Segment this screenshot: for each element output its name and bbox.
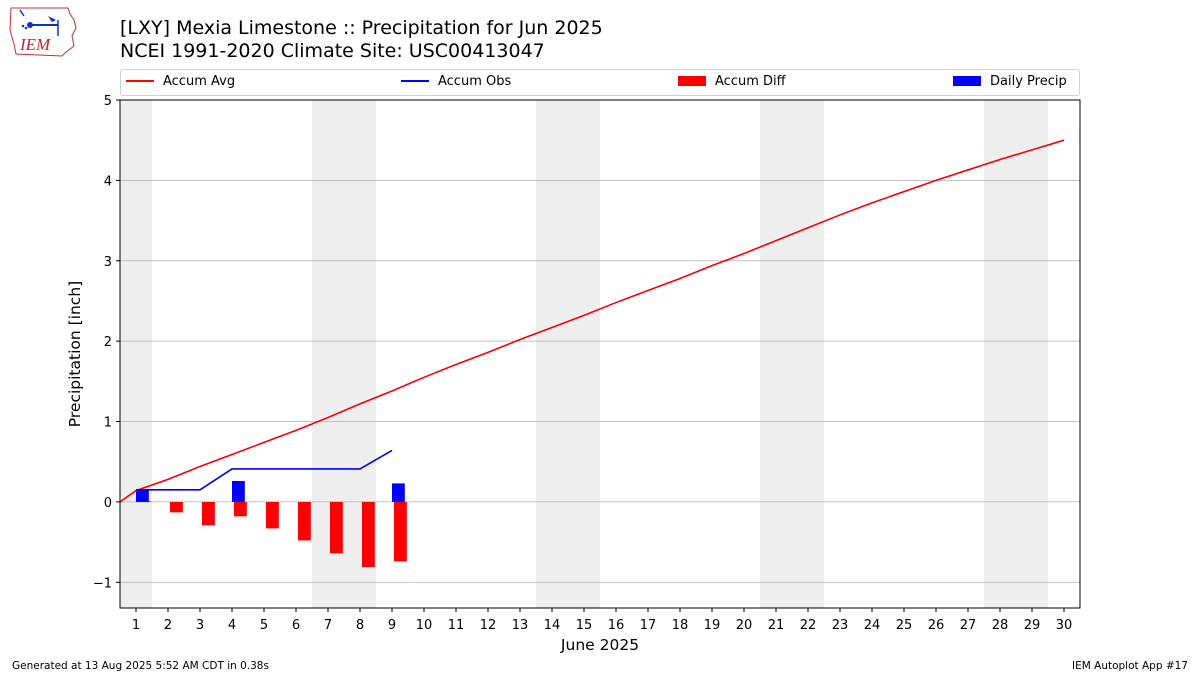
x-tick-label: 13: [512, 618, 529, 633]
accum-diff-bar: [234, 501, 247, 517]
x-tick-label: 10: [416, 618, 433, 633]
x-tick-label: 23: [832, 618, 849, 633]
legend-swatch-accum-obs: [401, 79, 429, 82]
legend-item-accum-obs: Accum Obs: [401, 74, 511, 90]
x-tick-label: 11: [448, 618, 465, 633]
legend-label-accum-diff: Accum Diff: [715, 74, 786, 89]
accum-diff-bar: [394, 501, 407, 562]
weekend-shade: [120, 100, 152, 608]
x-tick-label: 25: [896, 618, 913, 633]
x-tick-label: 28: [992, 618, 1009, 633]
x-tick-label: 26: [928, 618, 945, 633]
legend-swatch-accum-diff: [678, 75, 706, 86]
accum-diff-bar: [298, 501, 311, 541]
legend-swatch-accum-avg: [126, 79, 154, 82]
x-tick-label: 17: [640, 618, 657, 633]
y-tick-label: −1: [93, 576, 112, 591]
x-tick-label: 24: [864, 618, 881, 633]
iem-iowa-logo-icon: IEM: [9, 7, 77, 57]
logo-text: IEM: [19, 35, 51, 54]
weekend-shade: [984, 100, 1048, 608]
x-tick-label: 22: [800, 618, 817, 633]
x-tick-label: 14: [544, 618, 561, 633]
y-tick-label: 4: [104, 174, 112, 189]
x-tick-label: 4: [228, 618, 236, 633]
plot-frame: [119, 99, 1081, 609]
accum-diff-bar: [202, 501, 215, 526]
chart-subtitle: NCEI 1991-2020 Climate Site: USC00413047: [120, 40, 545, 62]
x-tick-label: 30: [1056, 618, 1073, 633]
x-tick-label: 21: [768, 618, 785, 633]
x-tick-label: 15: [576, 618, 593, 633]
x-axis-label: June 2025: [560, 636, 639, 654]
x-tick-label: 19: [704, 618, 721, 633]
x-tick-label: 1: [132, 618, 140, 633]
x-tick-label: 2: [164, 618, 172, 633]
y-tick-label: 5: [104, 94, 112, 109]
iem-logo: IEM: [8, 6, 80, 58]
x-tick-label: 6: [292, 618, 300, 633]
legend-swatch-daily-precip: [953, 75, 981, 86]
y-tick-label: 0: [104, 496, 112, 511]
daily-precip-bar: [232, 481, 245, 502]
chart-title: [LXY] Mexia Limestone :: Precipitation f…: [120, 17, 603, 39]
x-tick-label: 29: [1024, 618, 1041, 633]
x-tick-label: 5: [260, 618, 268, 633]
chart-legend: Accum Avg Accum Obs Accum Diff Daily Pre…: [120, 69, 1080, 96]
daily-precip-bar: [136, 489, 149, 502]
accum-diff-bar: [330, 501, 343, 554]
app-id-label: IEM Autoplot App #17: [1072, 660, 1188, 672]
legend-item-accum-avg: Accum Avg: [126, 74, 235, 90]
legend-item-daily-precip: Daily Precip: [953, 74, 1067, 90]
accum-obs-line: [136, 449, 393, 491]
legend-label-daily-precip: Daily Precip: [990, 74, 1067, 89]
y-tick-label: 1: [104, 416, 112, 431]
y-tick-label: 2: [104, 335, 112, 350]
x-tick-label: 8: [356, 618, 364, 633]
generated-timestamp: Generated at 13 Aug 2025 5:52 AM CDT in …: [12, 660, 269, 672]
x-tick-label: 7: [324, 618, 332, 633]
legend-label-accum-avg: Accum Avg: [163, 74, 236, 89]
weekend-shade: [760, 100, 824, 608]
accum-avg-line: [119, 139, 1065, 503]
x-tick-label: 3: [196, 618, 204, 633]
y-tick-label: 3: [104, 255, 112, 270]
legend-label-accum-obs: Accum Obs: [438, 74, 512, 89]
accum-diff-bar: [170, 501, 183, 513]
weekend-shade: [536, 100, 600, 608]
y-axis-label: Precipitation [inch]: [66, 281, 84, 427]
x-tick-label: 9: [388, 618, 396, 633]
daily-precip-bar: [392, 483, 405, 502]
x-tick-label: 18: [672, 618, 689, 633]
x-tick-label: 16: [608, 618, 625, 633]
x-tick-label: 12: [480, 618, 497, 633]
legend-item-accum-diff: Accum Diff: [678, 74, 786, 90]
accum-diff-bar: [266, 501, 279, 529]
x-tick-label: 27: [960, 618, 977, 633]
accum-diff-bar: [362, 501, 375, 568]
x-tick-label: 20: [736, 618, 753, 633]
